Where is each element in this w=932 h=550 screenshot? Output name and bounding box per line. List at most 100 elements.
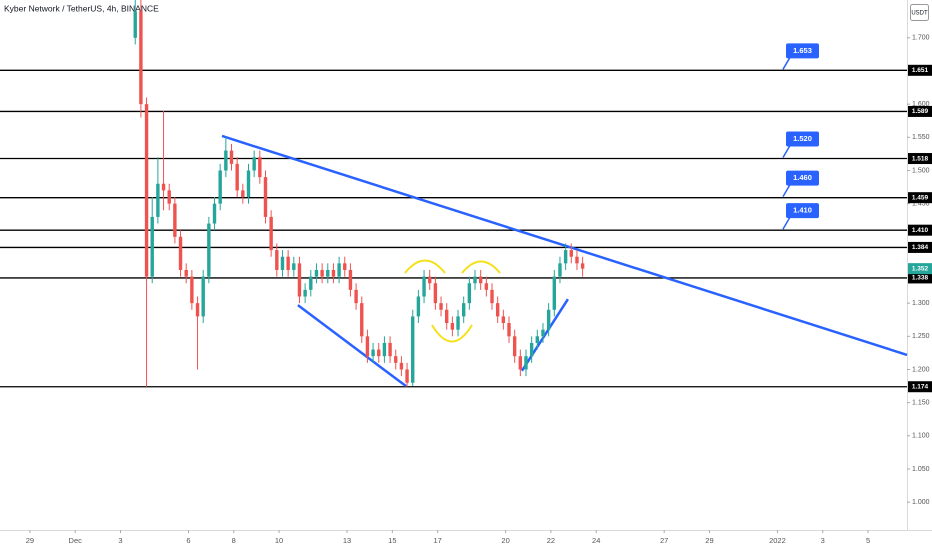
x-tick-label: 2022: [769, 536, 786, 545]
y-tick-label: 1.700: [912, 35, 930, 42]
candle-body: [348, 269, 353, 290]
currency[interactable]: USDT: [911, 11, 928, 17]
candle-body: [269, 216, 273, 251]
trend-line: [520, 298, 569, 372]
candle-body: [337, 263, 341, 277]
candle-body: [326, 269, 330, 277]
y-tick-label: 1.300: [912, 300, 930, 307]
candle-body: [563, 250, 568, 264]
candle-body: [331, 269, 336, 277]
callout-label: 1.460: [793, 173, 812, 182]
candle-body: [275, 250, 279, 270]
candle-body: [178, 236, 183, 270]
candle-body: [450, 323, 455, 330]
last-price-tag: [908, 263, 932, 275]
chart-title: Kyber Network / TetherUS, 4h, BINANCE: [4, 3, 159, 13]
y-tick-label: 1.600: [912, 101, 930, 108]
candle-body: [484, 283, 489, 290]
y-tick-label: 1.200: [912, 366, 930, 373]
candle-body: [422, 276, 426, 297]
candle-body: [377, 349, 381, 357]
candle-body: [133, 11, 137, 38]
last-price-label: 1.352: [912, 265, 929, 272]
candle-body: [246, 170, 251, 198]
candle-body: [156, 183, 160, 217]
candle-body: [546, 309, 551, 330]
candle-body: [195, 303, 200, 317]
candle-body: [343, 263, 347, 270]
level-tag: [908, 153, 932, 165]
candle-body: [161, 183, 166, 191]
candle-body: [411, 316, 415, 383]
callout-label: 1.520: [793, 134, 812, 143]
candle-body: [439, 303, 443, 310]
x-tick-label: 8: [232, 536, 236, 545]
x-tick-label: 29: [26, 536, 34, 545]
level-label: 1.651: [912, 67, 929, 74]
x-tick-label: 29: [705, 536, 713, 545]
candle-body: [314, 269, 319, 277]
level-tag: [908, 241, 932, 253]
candle-body: [507, 323, 511, 337]
candle-body: [167, 190, 171, 204]
candle-body: [212, 203, 217, 224]
level-tag: [908, 272, 932, 284]
candle-body: [303, 289, 307, 297]
callout-pointer: [782, 216, 791, 230]
level-tag: [908, 381, 932, 393]
candle-body: [524, 356, 528, 370]
candle-body: [478, 276, 483, 284]
candle-body: [495, 303, 500, 317]
candle-body: [235, 163, 239, 191]
right-shoulder-arc: [461, 260, 501, 274]
candle-body: [399, 362, 404, 370]
level-label: 1.459: [912, 194, 929, 201]
candle-body: [258, 157, 262, 178]
callout-box: [786, 131, 819, 147]
level-tag: [908, 64, 932, 76]
candle-body: [280, 256, 285, 270]
trend-line: [221, 134, 908, 357]
candle-body: [207, 223, 211, 277]
y-tick-label: 1.450: [912, 200, 930, 207]
bottom-arc: [431, 324, 473, 343]
candle-body: [461, 303, 466, 317]
candle-body: [501, 316, 506, 324]
candle-body: [580, 263, 585, 269]
currency-box[interactable]: [910, 4, 929, 21]
level-label: 1.410: [912, 227, 929, 234]
candle-body: [365, 336, 370, 357]
candle-body: [371, 349, 375, 357]
candle-body: [382, 342, 387, 357]
candle-body: [297, 263, 302, 297]
candle-body: [518, 356, 523, 370]
y-tick-label: 1.050: [912, 466, 930, 473]
trend-line: [297, 304, 407, 388]
x-tick-label: Dec: [69, 536, 83, 545]
callout-box: [786, 43, 819, 59]
candle-body: [445, 309, 449, 324]
level-label: 1.589: [912, 108, 929, 115]
x-tick-label: 24: [592, 536, 600, 545]
candle-body: [354, 289, 358, 304]
x-tick-label: 6: [186, 536, 190, 545]
candle-body: [569, 250, 573, 257]
callout-pointer: [782, 56, 791, 70]
level-tag: [908, 105, 932, 117]
callout-pointer: [782, 145, 791, 158]
candle-body: [201, 276, 205, 317]
level-tag: [908, 192, 932, 204]
candle-body: [541, 329, 545, 337]
candle-body: [405, 369, 409, 383]
y-tick-label: 1.500: [912, 167, 930, 174]
candle-body: [416, 296, 421, 317]
candle-body: [320, 269, 324, 277]
level-label: 1.518: [912, 155, 929, 162]
callout-box: [786, 170, 819, 186]
x-tick-label: 10: [275, 536, 283, 545]
y-tick-label: 1.100: [912, 433, 930, 440]
y-tick-label: 1.250: [912, 333, 930, 340]
candle-body: [360, 303, 364, 337]
candle-body: [286, 256, 290, 270]
candle-body: [229, 150, 234, 164]
